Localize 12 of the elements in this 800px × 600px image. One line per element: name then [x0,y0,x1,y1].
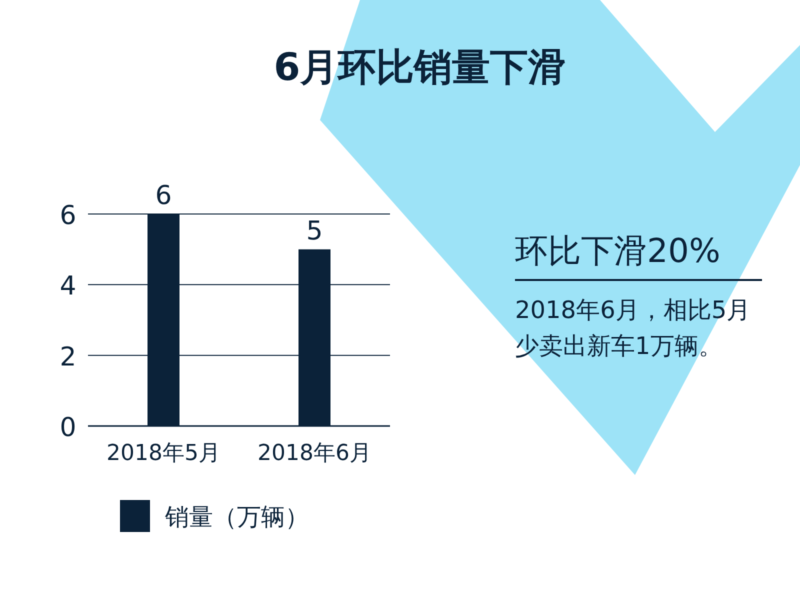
chart-title: 6月环比销量下滑 [274,45,566,89]
y-tick-label: 0 [60,413,76,443]
text: 2018年6月，相比5月少卖出新车1万辆。 [515,295,752,362]
data-label: 5 [306,216,323,246]
y-tick-label: 4 [60,272,76,302]
y-tick-label: 6 [60,201,76,231]
y-tick-label: 2 [60,342,76,372]
x-tick-label: 2018年5月 [106,441,220,466]
x-tick-label: 2018年6月 [258,441,372,466]
legend-label: 销量（万辆） [164,503,309,531]
text: 环比下滑20% [515,231,720,270]
data-label: 6 [155,181,172,211]
